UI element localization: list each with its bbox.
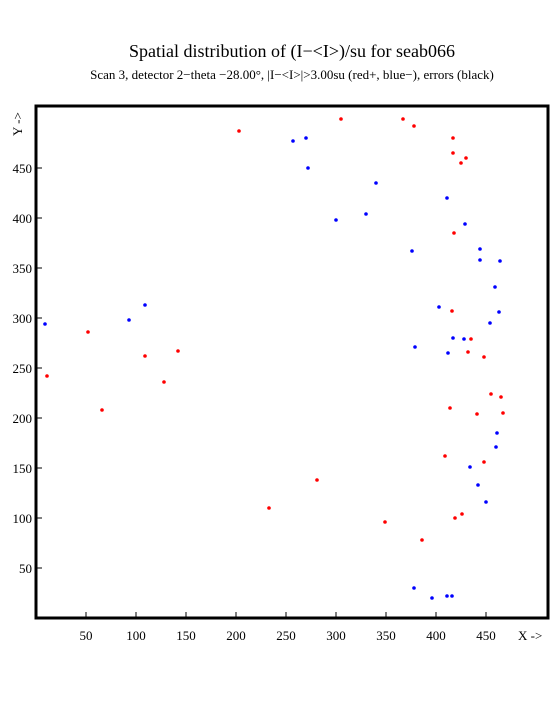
point [493, 285, 497, 289]
plot-frame [34, 104, 550, 620]
point [484, 500, 488, 504]
point [45, 374, 49, 378]
tick-label: 250 [13, 361, 33, 376]
point [460, 512, 464, 516]
point [464, 156, 468, 160]
point [334, 218, 338, 222]
point [237, 129, 241, 133]
point [469, 337, 473, 341]
tick-label: 100 [13, 511, 33, 526]
point [445, 594, 449, 598]
point [445, 196, 449, 200]
point [497, 310, 501, 314]
point [412, 586, 416, 590]
point [453, 516, 457, 520]
tick-label: 450 [13, 161, 33, 176]
x-axis-label: X -> [518, 628, 542, 643]
point [437, 305, 441, 309]
point [476, 483, 480, 487]
point [162, 380, 166, 384]
tick-label: 400 [426, 628, 446, 643]
point [443, 454, 447, 458]
tick-label: 100 [126, 628, 146, 643]
point [488, 321, 492, 325]
tick-label: 250 [276, 628, 296, 643]
tick-label: 50 [80, 628, 93, 643]
point [291, 139, 295, 143]
point [127, 318, 131, 322]
tick-label: 400 [13, 211, 33, 226]
point [413, 345, 417, 349]
point [489, 392, 493, 396]
tick-label: 300 [13, 311, 33, 326]
tick-label: 300 [326, 628, 346, 643]
point [446, 351, 450, 355]
point [43, 322, 47, 326]
point [450, 309, 454, 313]
point [306, 166, 310, 170]
tick-label: 200 [13, 411, 33, 426]
point [420, 538, 424, 542]
point [452, 231, 456, 235]
point [482, 460, 486, 464]
point [304, 136, 308, 140]
point [430, 596, 434, 600]
point [468, 465, 472, 469]
point [466, 350, 470, 354]
point [459, 161, 463, 165]
point [494, 445, 498, 449]
chart-subtitle: Scan 3, detector 2−theta −28.00°, |I−<I>… [90, 67, 494, 82]
point [495, 431, 499, 435]
point [498, 259, 502, 263]
point [462, 337, 466, 341]
point [499, 395, 503, 399]
point [267, 506, 271, 510]
point [339, 117, 343, 121]
point [451, 151, 455, 155]
point [451, 136, 455, 140]
point [176, 349, 180, 353]
point [401, 117, 405, 121]
point [478, 247, 482, 251]
y-axis-label: Y -> [10, 112, 25, 136]
tick-label: 150 [176, 628, 196, 643]
point [475, 412, 479, 416]
point [374, 181, 378, 185]
chart-title: Spatial distribution of (I−<I>)/su for s… [129, 41, 455, 62]
point [410, 249, 414, 253]
point [450, 594, 454, 598]
point [412, 124, 416, 128]
point [482, 355, 486, 359]
tick-label: 350 [376, 628, 396, 643]
tick-label: 200 [226, 628, 246, 643]
tick-label: 150 [13, 461, 33, 476]
point [143, 303, 147, 307]
point [383, 520, 387, 524]
point [143, 354, 147, 358]
tick-label: 350 [13, 261, 33, 276]
tick-label: 50 [19, 561, 32, 576]
point [315, 478, 319, 482]
point [86, 330, 90, 334]
point [478, 258, 482, 262]
point [364, 212, 368, 216]
point [463, 222, 467, 226]
point [100, 408, 104, 412]
tick-label: 450 [476, 628, 496, 643]
point [448, 406, 452, 410]
point [501, 411, 505, 415]
point [451, 336, 455, 340]
